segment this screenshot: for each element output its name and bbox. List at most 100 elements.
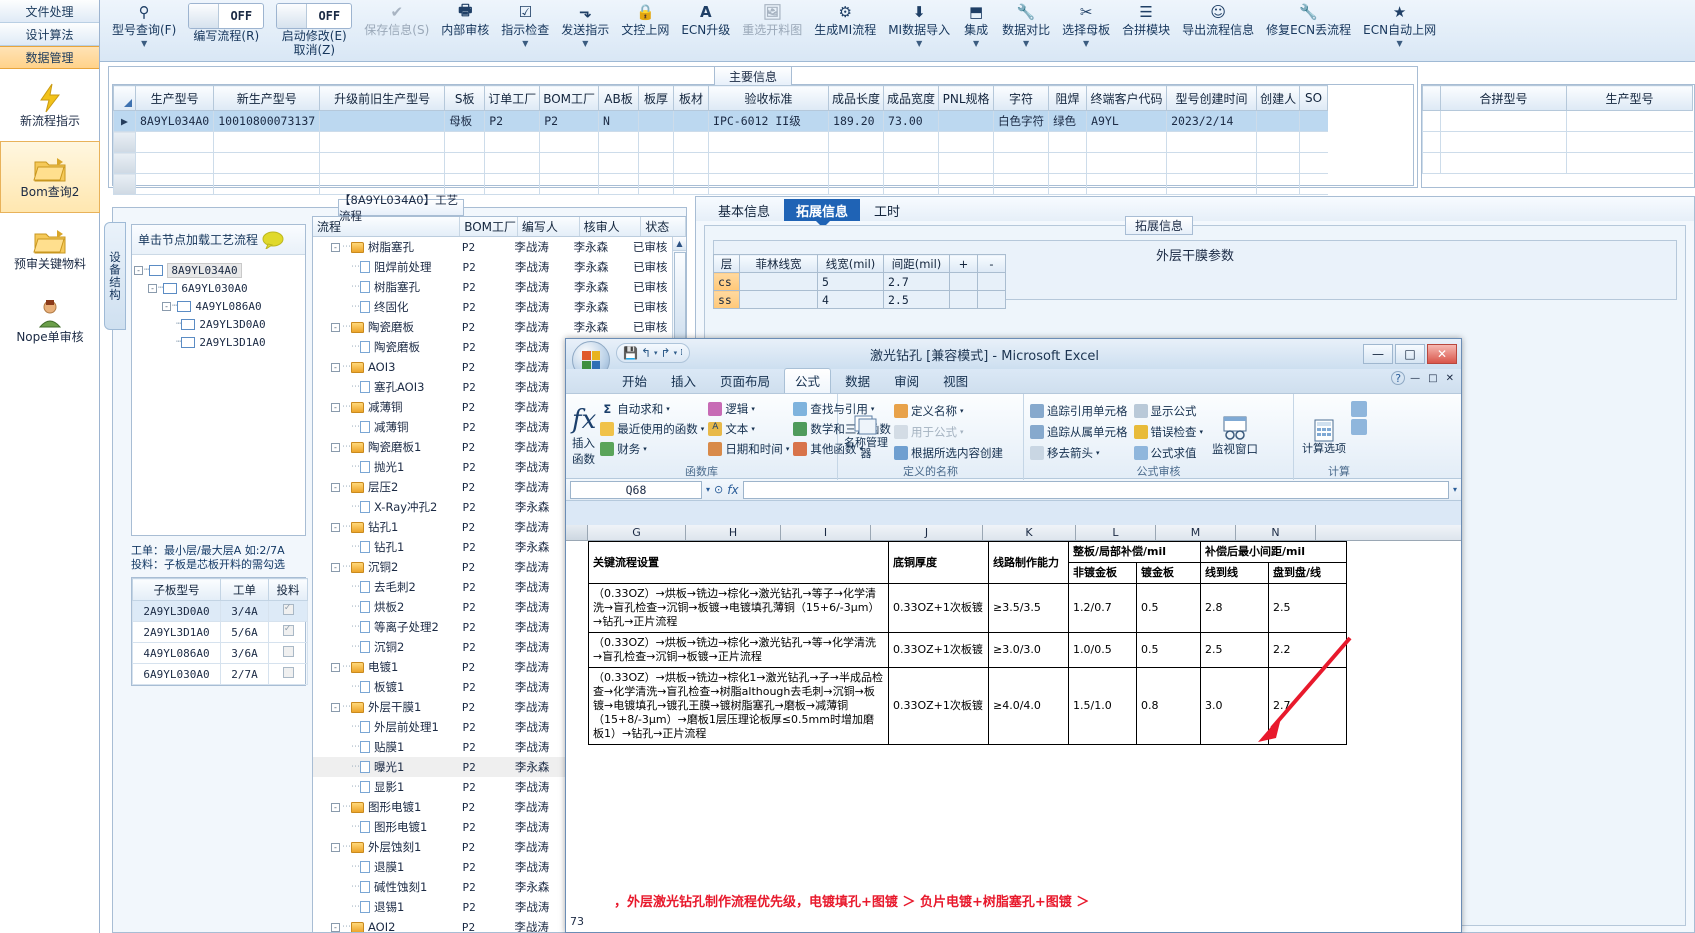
excel-tab-0[interactable]: 开始 xyxy=(612,369,657,393)
device-structure-tab[interactable]: 设备结构 xyxy=(104,222,126,330)
side-grid-corner[interactable] xyxy=(1422,85,1441,111)
tree-node[interactable]: - ⋯ 4A9YL086A0 xyxy=(134,297,303,315)
ext-column-header[interactable]: 线宽(mil) xyxy=(817,254,884,273)
grid-column-header[interactable]: AB板 xyxy=(598,85,640,111)
side-grid-column-header[interactable]: 合拼型号 xyxy=(1440,85,1567,111)
excel-tab-1[interactable]: 插入 xyxy=(661,369,706,393)
save-icon[interactable]: 💾 xyxy=(623,346,638,360)
ext-column-header[interactable]: - xyxy=(977,254,1006,273)
define-name-button[interactable]: 定义名称 ▾ xyxy=(894,401,1003,420)
flow-expander-icon[interactable]: - xyxy=(331,482,340,492)
flow-list-item[interactable]: ⋯ 终固化 P2 李战涛 李永森 已审核 xyxy=(313,297,672,317)
sheet-subheader-pad-to-pad[interactable]: 盘到盘/线 xyxy=(1268,562,1347,584)
column-header-L[interactable]: L xyxy=(1076,525,1156,540)
grid-cell[interactable]: 189.20 xyxy=(828,110,884,132)
column-header-I[interactable]: I xyxy=(781,525,871,540)
sheet-cell-plated[interactable]: 0.5 xyxy=(1136,632,1201,668)
sheet-data-table[interactable]: 关键流程设置 底铜厚度 线路制作能力 整板/局部补偿/mil 补偿后最小间距/mil 非镀… xyxy=(588,541,1347,745)
ext-row[interactable]: cs 5 2.7 xyxy=(713,272,1006,291)
formula-input[interactable] xyxy=(742,480,1449,499)
grid-cell[interactable] xyxy=(638,110,674,132)
flow-list-item[interactable]: - ⋯ 树脂塞孔 P2 李战涛 李永森 已审核 xyxy=(313,237,672,257)
help-icon[interactable]: ? xyxy=(1391,371,1406,385)
ribbon-button-9[interactable]: 🖼 重选开料图 xyxy=(736,0,808,62)
work-order-feed-cell[interactable] xyxy=(268,600,308,622)
chevron-down-icon[interactable]: ▾ xyxy=(870,404,875,413)
calc-sheet-icon[interactable] xyxy=(1351,401,1367,417)
chevron-down-icon[interactable]: ▼ xyxy=(1023,39,1030,48)
excel-tab-6[interactable]: 视图 xyxy=(933,369,978,393)
lookup-button[interactable]: 查找与引用 ▾ xyxy=(793,399,897,418)
flow-expander-icon[interactable]: - xyxy=(331,562,340,572)
column-header-M[interactable]: M xyxy=(1156,525,1236,540)
ext-column-header[interactable]: + xyxy=(949,254,978,273)
flow-list-item[interactable]: ⋯ 树脂塞孔 P2 李战涛 李永森 已审核 xyxy=(313,277,672,297)
chevron-down-icon[interactable]: ▾ xyxy=(1096,448,1100,457)
undo-dropdown-icon[interactable]: ▾ xyxy=(654,349,658,357)
grid-column-header[interactable]: 成品长度 xyxy=(828,85,885,111)
error-checking-button[interactable]: 错误检查 ▾ xyxy=(1133,422,1203,441)
show-formulas-button[interactable]: 显示公式 xyxy=(1133,401,1204,420)
work-order-feed-cell[interactable] xyxy=(268,642,308,664)
remove-arrows-button[interactable]: 移去箭头 ▾ xyxy=(1030,443,1128,462)
chevron-down-icon[interactable]: ▼ xyxy=(141,39,148,48)
ext-cell-minus[interactable] xyxy=(977,272,1006,291)
flow-expander-icon[interactable]: - xyxy=(331,442,340,452)
grid-column-header[interactable]: SO xyxy=(1299,85,1329,111)
grid-cell[interactable]: A9YL xyxy=(1086,110,1167,132)
sheet-cell-line-to-line[interactable]: 3.0 xyxy=(1200,667,1269,745)
ext-cell-plus[interactable] xyxy=(949,272,978,291)
flow-column-header[interactable]: 流程 xyxy=(313,217,461,236)
excel-tab-4[interactable]: 数据 xyxy=(835,369,880,393)
work-order-feed-cell[interactable] xyxy=(268,621,308,643)
work-order-column-header[interactable]: 投料 xyxy=(268,578,308,601)
sheet-cell-pad-to-pad[interactable]: 2.5 xyxy=(1268,583,1347,633)
work-order-table[interactable]: 子板型号工单投料2A9YL3D0A03/4A2A9YL3D1A05/6A4A9Y… xyxy=(131,577,308,686)
flow-list-item[interactable]: ⋯ X-Ray冲孔2 P2 李永森 xyxy=(313,497,672,517)
flow-list-item[interactable]: ⋯ 去毛刺2 P2 李战涛 xyxy=(313,577,672,597)
work-order-row[interactable]: 2A9YL3D1A0 5/6A xyxy=(132,621,308,643)
feed-checkbox[interactable] xyxy=(282,646,294,657)
grid-column-header[interactable]: 终端客户代码 xyxy=(1086,85,1168,111)
ext-row[interactable]: ss 4 2.5 xyxy=(713,290,1006,309)
grid-cell[interactable] xyxy=(938,110,994,132)
work-order-row[interactable]: 4A9YL086A0 3/6A xyxy=(132,642,308,664)
column-header-H[interactable]: H xyxy=(686,525,781,540)
toggle-switch[interactable]: OFF xyxy=(188,3,265,29)
flow-list-item[interactable]: ⋯ 沉铜2 P2 李战涛 xyxy=(313,637,672,657)
flow-column-header[interactable]: BOM工厂 xyxy=(460,217,518,236)
grid-cell[interactable]: 2023/2/14 xyxy=(1166,110,1257,132)
ext-cell-spacing[interactable]: 2.7 xyxy=(883,272,950,291)
flow-expander-icon[interactable]: - xyxy=(331,842,340,852)
flow-expander-icon[interactable]: - xyxy=(331,922,340,932)
column-header-J[interactable]: J xyxy=(871,525,983,540)
flow-list-item[interactable]: ⋯ 贴膜1 P2 李战涛 xyxy=(313,737,672,757)
nav-top-item-2[interactable]: 数据管理 xyxy=(0,46,99,69)
grid-column-header[interactable]: 升级前旧生产型号 xyxy=(319,85,446,111)
flow-list-item[interactable]: ⋯ 塞孔AOI3 P2 李战涛 xyxy=(313,377,672,397)
sheet-cell-flow[interactable]: （0.33OZ）→烘板→铣边→棕化→激光钻孔→等子→化学清洗→盲孔检查→沉铜→板… xyxy=(588,583,889,633)
grid-column-header[interactable]: PNL规格 xyxy=(938,85,995,111)
feed-checkbox[interactable] xyxy=(282,667,294,678)
scroll-up-icon[interactable]: ▲ xyxy=(673,237,686,251)
sheet-subheader-line-to-line[interactable]: 线到线 xyxy=(1200,562,1269,584)
nav-item-3[interactable]: Nope单审核 xyxy=(0,285,100,357)
chevron-down-icon[interactable]: ▼ xyxy=(973,39,980,48)
grid-column-header[interactable]: 板厚 xyxy=(638,85,675,111)
ext-cell-minus[interactable] xyxy=(977,290,1006,309)
nav-item-1[interactable]: Bom查询2 xyxy=(0,141,100,213)
evaluate-formula-button[interactable]: 公式求值 xyxy=(1133,443,1204,462)
flow-list-item[interactable]: ⋯ 外层前处理1 P2 李战涛 xyxy=(313,717,672,737)
ribbon-button-7[interactable]: 🔒 文控上网 xyxy=(615,0,675,62)
undo-icon[interactable]: ↰ xyxy=(640,346,652,360)
flow-expander-icon[interactable]: - xyxy=(331,522,340,532)
chevron-down-icon[interactable]: ▼ xyxy=(582,39,589,48)
sheet-cell-capability[interactable]: ≥4.0/4.0 xyxy=(988,667,1069,745)
flow-list-item[interactable]: ⋯ 抛光1 P2 李战涛 xyxy=(313,457,672,477)
grid-column-header[interactable]: 板材 xyxy=(673,85,710,111)
sheet-cell-copper[interactable]: 0.33OZ+1次板镀 xyxy=(888,583,989,633)
customize-icon[interactable]: ⁞ xyxy=(680,348,683,358)
chevron-down-icon[interactable]: ▼ xyxy=(916,39,923,48)
excel-title-bar[interactable]: 💾 ↰ ▾ ↱ ▾ ⁞ 激光钻孔 [兼容模式] - Microsoft Exce… xyxy=(566,339,1461,379)
